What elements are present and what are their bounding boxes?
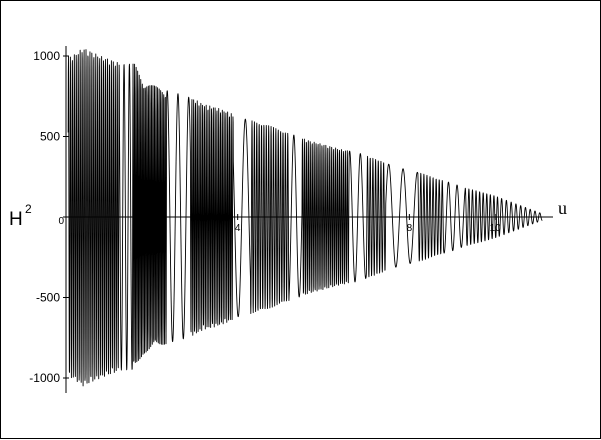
y-tick-label: -1000	[29, 371, 60, 385]
y-axis-label-superscript: 2	[25, 202, 32, 216]
x-tick-label: 2	[149, 223, 155, 234]
zero-tick-label: 0	[58, 216, 64, 227]
x-tick-label: 8	[407, 223, 413, 234]
x-axis-label: u	[558, 198, 567, 218]
series-line	[67, 49, 543, 387]
y-axis-label: H	[9, 209, 23, 230]
y-tick-label: 1000	[33, 49, 60, 63]
y-tick-label: -500	[36, 291, 60, 305]
x-tick-label: 10	[490, 223, 502, 234]
x-tick-label: 4	[235, 223, 241, 234]
y-tick-label: 500	[40, 130, 60, 144]
series-group	[67, 49, 543, 387]
